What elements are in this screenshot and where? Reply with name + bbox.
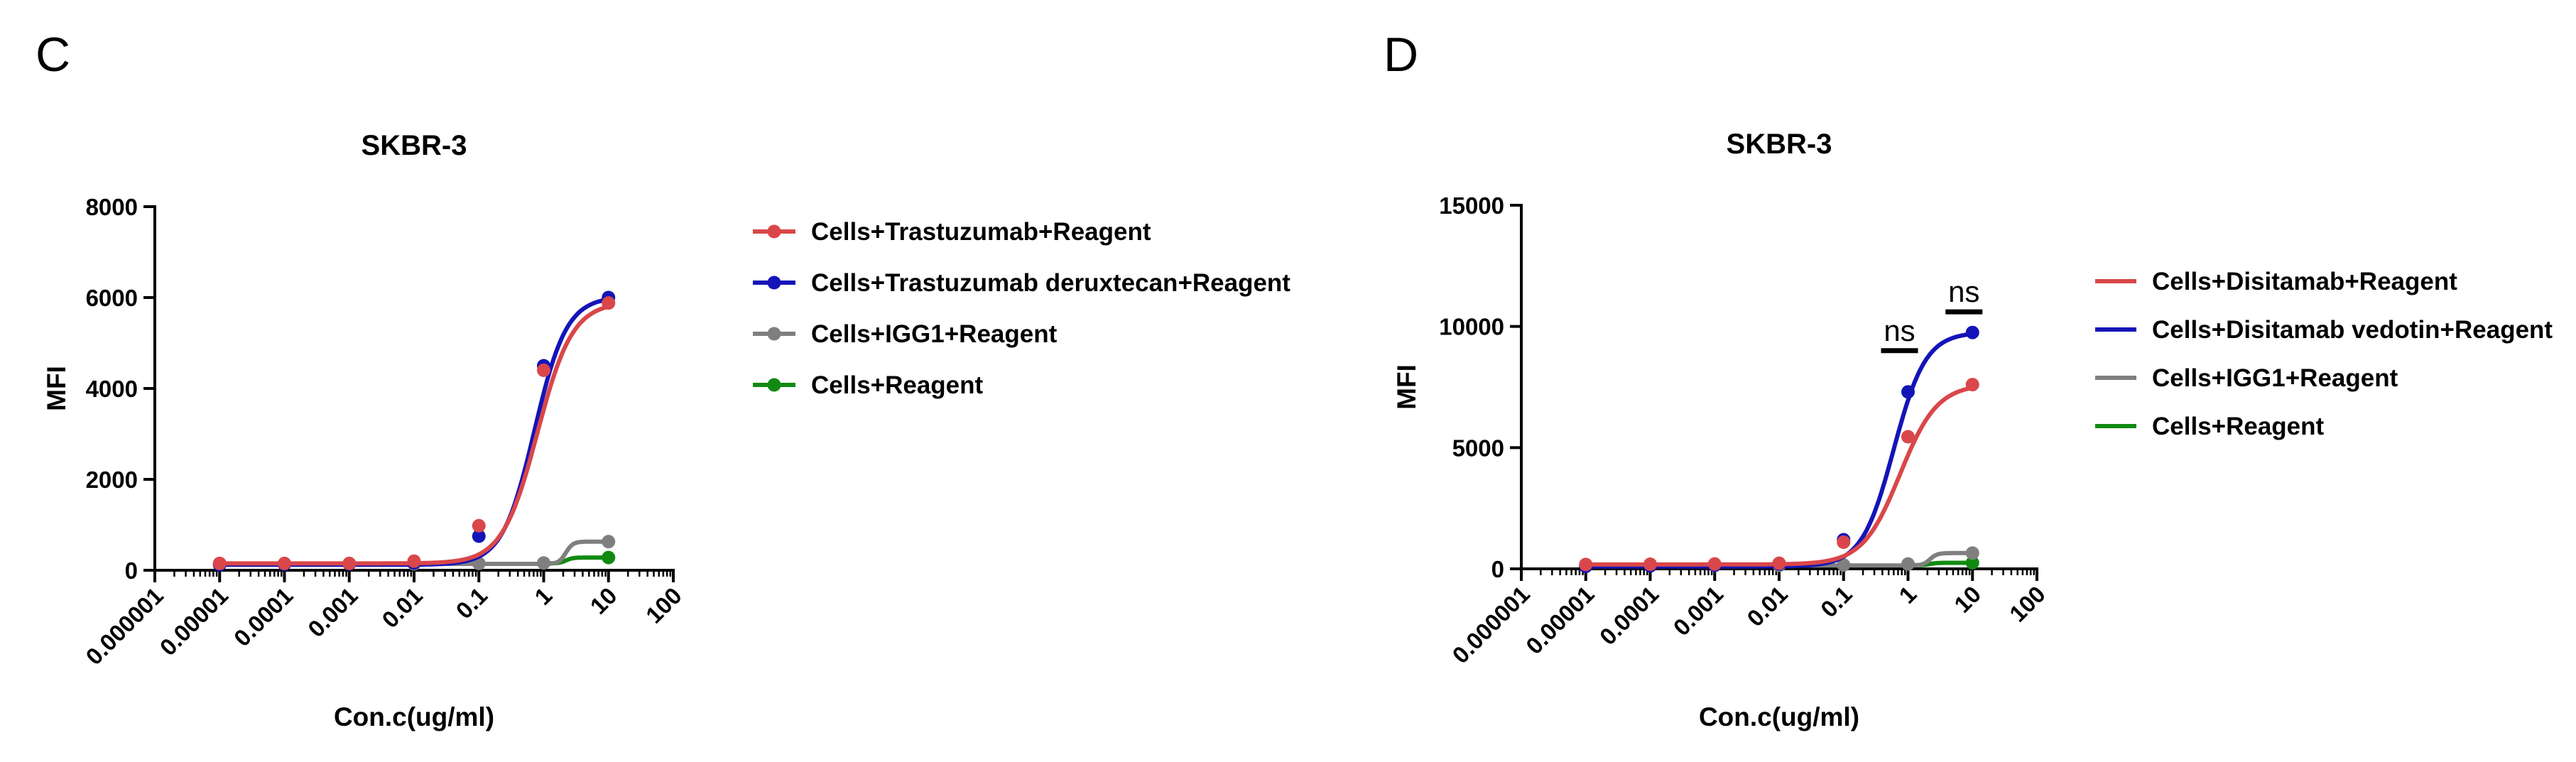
data-point [1965,546,1979,560]
legend-label: Cells+Disitamab+Reagent [2152,268,2457,295]
legend-label: Cells+Disitamab vedotin+Reagent [2152,316,2553,344]
y-tick-label: 2000 [86,467,138,493]
x-tick-label: 10 [585,582,622,619]
legend-label: Cells+Trastuzumab deruxtecan+Reagent [811,269,1290,297]
x-tick-label: 100 [2004,581,2050,627]
legend-label: Cells+IGG1+Reagent [811,320,1058,348]
legend-label: Cells+IGG1+Reagent [2152,364,2398,392]
series-line [1585,332,1973,569]
x-axis-label: Con.c(ug/ml) [334,702,494,731]
data-point [1901,385,1915,399]
x-tick-label: 0.001 [1668,581,1729,641]
data-point [537,363,550,377]
panel-letter-c: C [36,28,70,82]
y-tick-label: 10000 [1439,314,1504,340]
data-point [1643,557,1657,572]
data-point [472,529,486,543]
legend-marker [767,327,781,341]
series-line [219,304,609,566]
data-point [407,554,421,568]
data-point [537,556,550,570]
x-tick-label: 0.00001 [1521,581,1599,660]
x-tick-label: 0.01 [1741,581,1793,632]
x-axis-label: Con.c(ug/ml) [1699,702,1859,731]
legend-label: Cells+Reagent [2152,413,2325,440]
data-point [1837,535,1851,549]
x-tick-label: 0.01 [376,582,428,633]
data-point [1965,325,1979,339]
legend-label: Cells+Trastuzumab+Reagent [811,218,1151,246]
x-tick-label: 0.00001 [155,582,234,661]
y-tick-label: 6000 [86,285,138,311]
data-point [342,556,357,570]
x-tick-label: 0.0001 [229,582,298,652]
x-tick-label: 100 [641,582,687,628]
data-point [1901,557,1915,571]
data-point [278,556,291,570]
x-tick-label: 10 [1949,581,1986,618]
data-point [1965,378,1979,392]
panel-c: C SKBR-3 0 2000 4000 6000 8000 0.0000010.00001… [36,28,1290,731]
y-axis-label: MFI [42,366,71,411]
data-point [1901,430,1915,444]
legend-marker [767,378,781,392]
data-point [1579,557,1593,572]
y-tick-label: 0 [125,557,138,584]
x-tick-label: 1 [529,582,557,610]
y-tick-label: 8000 [86,194,138,220]
significance-label: ns [1884,314,1915,347]
chart-title: SKBR-3 [362,130,467,161]
legend-marker [767,276,781,290]
data-point [472,518,486,533]
data-point [602,296,616,310]
data-point [602,550,616,565]
significance-label: ns [1948,275,1979,308]
data-point [1772,556,1786,570]
legend-label: Cells+Reagent [811,371,984,399]
x-tick-label: 0.000001 [1447,581,1534,668]
y-tick-label: 5000 [1452,435,1504,461]
x-tick-label: 0.1 [1815,581,1857,623]
panel-letter-d: D [1384,28,1418,82]
x-tick-label: 0.000001 [80,582,168,670]
series-line [1585,386,1973,567]
data-point [1837,558,1851,572]
series-line [219,297,609,567]
y-axis-label: MFI [1392,364,1421,410]
data-point [1707,557,1722,571]
y-tick-label: 4000 [86,376,138,402]
y-tick-label: 15000 [1439,192,1504,219]
panel-d: D SKBR-30500010000150000.0000010.000010.… [1384,28,2553,731]
y-tick-label: 0 [1491,556,1504,582]
x-tick-label: 0.1 [451,582,493,624]
data-point [212,556,227,570]
x-tick-label: 0.0001 [1594,581,1664,651]
legend-marker [767,224,781,239]
x-tick-label: 1 [1893,581,1921,609]
x-tick-label: 0.001 [303,582,363,643]
data-point [602,535,616,549]
chart-title: SKBR-3 [1727,129,1832,160]
data-point [1965,555,1979,570]
